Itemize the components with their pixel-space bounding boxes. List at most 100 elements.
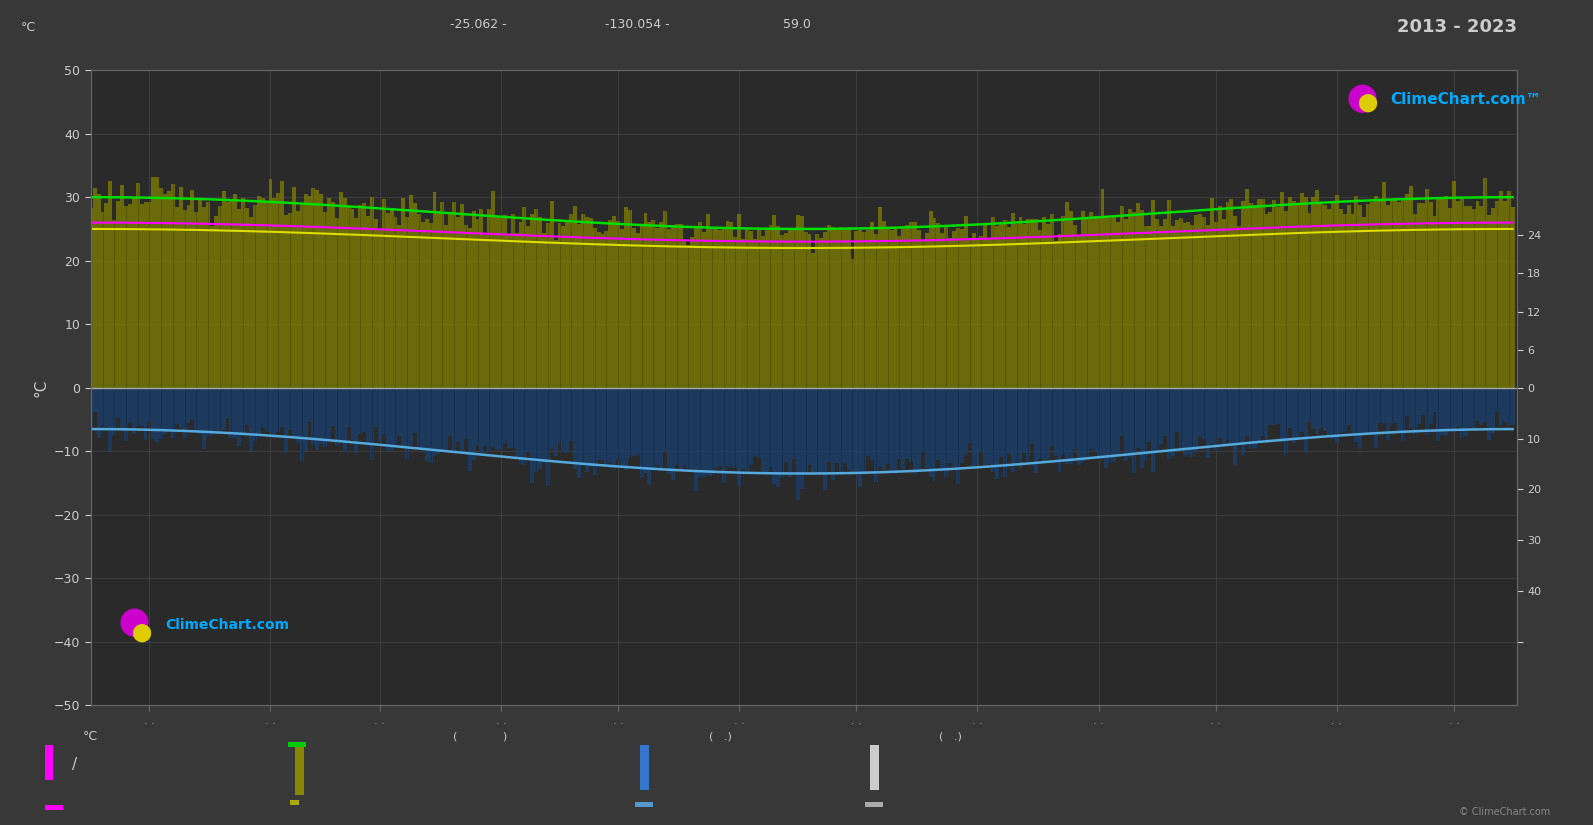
Bar	[370, 197, 374, 388]
Bar	[347, 388, 350, 427]
Text: 59.0: 59.0	[782, 18, 811, 31]
Bar	[706, 214, 710, 388]
Bar	[1289, 388, 1292, 427]
Bar	[1268, 388, 1273, 425]
Bar	[1354, 388, 1359, 442]
Bar	[108, 388, 112, 450]
Bar	[538, 388, 542, 469]
Bar	[967, 238, 972, 388]
Bar	[386, 388, 390, 450]
Bar	[561, 226, 566, 388]
Bar	[393, 388, 397, 446]
Bar	[581, 214, 585, 388]
Bar	[413, 203, 417, 388]
Bar	[245, 209, 249, 388]
Bar	[725, 388, 730, 466]
Bar	[1238, 388, 1241, 443]
Bar	[988, 388, 991, 464]
Bar	[1182, 224, 1187, 388]
Bar	[202, 388, 205, 449]
Bar	[612, 216, 616, 388]
Bar	[1085, 219, 1090, 388]
Bar	[753, 388, 757, 456]
Bar	[854, 231, 859, 388]
Bar	[315, 388, 319, 450]
Bar	[808, 388, 811, 465]
Bar	[792, 228, 796, 388]
Bar	[1211, 388, 1214, 444]
Bar	[284, 215, 288, 388]
Bar	[1093, 216, 1096, 388]
Bar	[910, 388, 913, 462]
Bar	[1222, 219, 1225, 388]
Bar	[827, 388, 832, 462]
Bar	[397, 225, 401, 388]
Bar	[290, 800, 299, 805]
Bar	[97, 195, 100, 388]
Bar	[932, 388, 937, 481]
Bar	[883, 221, 886, 388]
Bar	[1077, 388, 1082, 464]
Bar	[1475, 201, 1480, 388]
Bar	[601, 233, 604, 388]
Bar	[675, 388, 679, 464]
Bar	[819, 238, 824, 388]
Bar	[226, 201, 229, 388]
Bar	[1273, 388, 1276, 425]
Bar	[1370, 388, 1375, 434]
Y-axis label: °C: °C	[33, 379, 48, 397]
Bar	[1238, 226, 1241, 388]
Bar	[1367, 388, 1370, 434]
Bar	[119, 186, 124, 388]
Bar	[1464, 206, 1467, 388]
Bar	[862, 388, 867, 473]
Bar	[327, 197, 331, 388]
Bar	[331, 388, 335, 426]
Bar	[1324, 205, 1327, 388]
Bar	[425, 388, 429, 461]
Bar	[1448, 208, 1453, 388]
Bar	[175, 388, 178, 423]
Bar	[682, 240, 687, 388]
Bar	[464, 388, 468, 439]
Bar	[1295, 205, 1300, 388]
Bar	[167, 388, 170, 429]
Bar	[687, 388, 690, 468]
Bar	[205, 388, 210, 436]
Bar	[1332, 388, 1335, 439]
Bar	[127, 388, 132, 422]
Bar	[511, 388, 515, 448]
Bar	[229, 388, 234, 438]
Bar	[1026, 219, 1031, 388]
Bar	[148, 202, 151, 388]
Bar	[996, 226, 999, 388]
Bar	[495, 388, 499, 450]
Bar	[972, 388, 975, 467]
Bar	[295, 745, 304, 795]
Bar	[186, 388, 191, 422]
Bar	[390, 210, 393, 388]
Bar	[1295, 388, 1300, 438]
Bar	[534, 388, 538, 472]
Bar	[1440, 198, 1445, 388]
Bar	[867, 388, 870, 456]
Bar	[792, 388, 796, 460]
Bar	[932, 218, 937, 388]
Bar	[1230, 388, 1233, 446]
Bar	[1023, 224, 1026, 388]
Bar	[401, 198, 405, 388]
Bar	[1367, 204, 1370, 388]
Bar	[507, 388, 511, 448]
Bar	[433, 388, 436, 456]
Bar	[781, 234, 784, 388]
Bar	[1147, 388, 1152, 442]
Bar	[515, 388, 519, 458]
Bar	[444, 225, 448, 388]
Bar	[487, 388, 491, 452]
Bar	[1510, 388, 1515, 425]
Bar	[452, 388, 456, 451]
Bar	[1246, 189, 1249, 388]
Bar	[1214, 222, 1217, 388]
Bar	[784, 233, 789, 388]
Bar	[1405, 194, 1410, 388]
